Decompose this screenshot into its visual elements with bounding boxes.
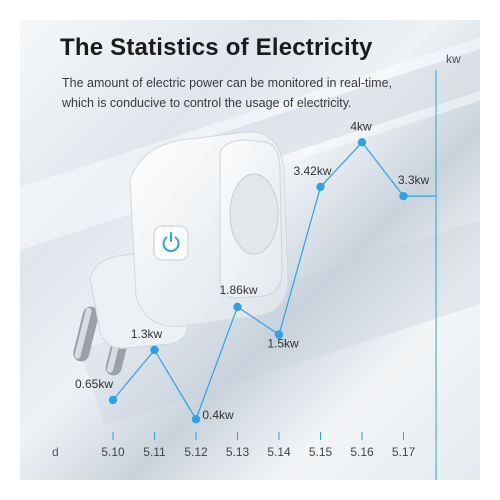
data-point (399, 191, 408, 201)
x-tick-label: 5.12 (184, 445, 208, 459)
x-tick-label: 5.16 (350, 445, 374, 459)
data-label: 1.3kw (131, 327, 163, 341)
power-button[interactable] (153, 225, 189, 261)
data-label: 0.65kw (75, 377, 113, 391)
data-point (316, 182, 325, 192)
data-label: 3.42kw (293, 164, 331, 178)
x-tick-label: 5.11 (143, 445, 166, 459)
x-tick-label: 5.10 (101, 445, 125, 459)
x-axis-label: d (52, 445, 59, 459)
subtitle-line: which is conducive to control the usage … (62, 96, 352, 110)
x-tick-label: 5.15 (309, 445, 333, 459)
electricity-chart: kw d 5.10 5.11 5.12 5.13 5.14 5.15 5.16 5.17 0.65… (52, 52, 461, 480)
x-tick-label: 5.13 (226, 445, 250, 459)
series-line (112, 141, 404, 421)
smart-plug-illustration (73, 131, 289, 376)
page-subtitle: The amount of electric power can be moni… (62, 73, 392, 113)
data-label: 1.5kw (267, 337, 299, 351)
subtitle-line: The amount of electric power can be moni… (62, 76, 393, 90)
plug-pin (73, 306, 99, 362)
y-axis-label: kw (446, 52, 461, 66)
data-point (150, 345, 159, 355)
data-label: 1.86kw (219, 283, 257, 297)
data-point (233, 302, 242, 312)
power-icon (162, 232, 180, 252)
data-label: 4kw (350, 119, 372, 133)
data-label: 0.4kw (202, 408, 234, 422)
data-point (274, 330, 284, 339)
x-tick-label: 5.17 (392, 445, 416, 459)
chart-series: 0.65kw 1.3kw 0.4kw 1.86kw 1.5kw 3.42kw 4kw 3.3k… (75, 119, 436, 424)
product-banner: The Statistics of Electricity The amount… (20, 20, 480, 480)
data-point (191, 415, 201, 424)
chart-axes: kw d 5.10 5.11 5.12 5.13 5.14 5.15 5.16 5.17 (52, 52, 461, 480)
socket-recess (229, 173, 279, 255)
data-point (357, 138, 367, 147)
page-title: The Statistics of Electricity (60, 34, 373, 61)
x-tick-label: 5.14 (267, 445, 291, 459)
data-point (108, 395, 118, 405)
data-label: 3.3kw (398, 173, 430, 187)
